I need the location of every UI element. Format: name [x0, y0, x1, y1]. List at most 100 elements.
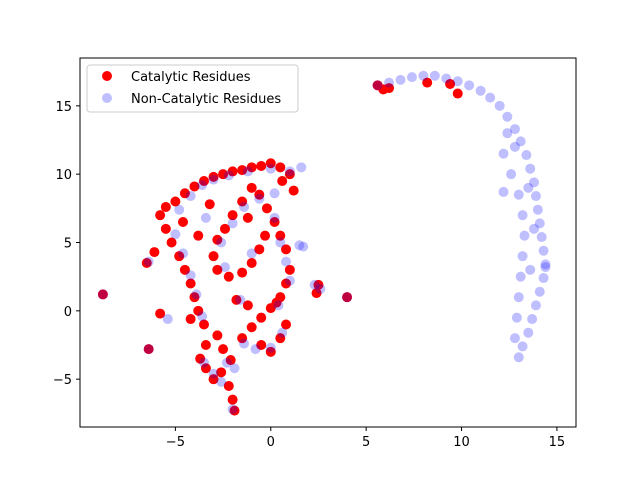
data-point: [218, 344, 229, 355]
data-point: [97, 289, 108, 300]
data-points: [97, 70, 551, 416]
data-point: [521, 150, 532, 161]
data-point: [429, 70, 440, 81]
data-point: [511, 312, 522, 323]
data-point: [536, 232, 547, 243]
data-point: [227, 404, 238, 415]
data-point: [311, 288, 322, 299]
data-point: [219, 262, 230, 273]
data-point: [185, 278, 196, 289]
data-point: [208, 174, 219, 185]
data-point: [275, 230, 286, 241]
data-point: [200, 212, 211, 223]
data-point: [212, 264, 223, 275]
data-point: [239, 201, 250, 212]
data-point: [395, 74, 406, 85]
data-point: [216, 367, 227, 378]
data-point: [277, 176, 288, 186]
data-point: [254, 244, 265, 255]
data-point: [540, 262, 551, 273]
data-point: [195, 353, 206, 364]
data-point: [284, 264, 295, 275]
data-point: [506, 169, 517, 180]
y-tick-label: 0: [64, 305, 72, 320]
data-point: [225, 355, 236, 366]
data-point: [309, 279, 320, 290]
data-point: [284, 275, 295, 286]
data-point: [384, 77, 395, 88]
y-tick-label: 10: [55, 168, 72, 183]
data-point: [275, 162, 286, 173]
data-point: [519, 230, 530, 241]
data-point: [265, 163, 276, 174]
legend-marker-catalytic: [102, 71, 112, 81]
data-point: [223, 170, 234, 181]
data-point: [199, 319, 209, 330]
x-tick-label: 0: [267, 435, 275, 450]
data-point: [223, 381, 234, 391]
data-point: [515, 136, 526, 147]
data-point: [193, 230, 204, 241]
data-point: [384, 83, 395, 94]
data-point: [212, 330, 223, 341]
data-point: [485, 92, 496, 103]
axis-ticks: −5 0 5 10 15 −5 0 5 10 15: [53, 100, 565, 450]
data-point: [494, 100, 505, 111]
data-point: [529, 223, 540, 234]
data-point: [509, 124, 520, 135]
data-point: [269, 217, 280, 227]
data-point: [162, 314, 173, 325]
data-point: [246, 182, 257, 193]
data-point: [281, 256, 292, 267]
y-tick-label: 5: [64, 237, 72, 252]
data-point: [250, 344, 261, 355]
data-point: [298, 241, 309, 252]
data-point: [464, 80, 475, 91]
data-point: [538, 245, 549, 256]
data-point: [229, 363, 240, 374]
data-point: [342, 292, 353, 303]
data-point: [185, 314, 196, 325]
data-point: [178, 248, 189, 259]
data-point: [155, 210, 166, 221]
data-point: [204, 199, 215, 210]
data-point: [155, 308, 166, 319]
data-point: [179, 188, 190, 199]
data-point: [509, 333, 520, 344]
data-point: [529, 177, 540, 188]
data-point: [200, 363, 211, 374]
data-point: [221, 357, 232, 368]
data-point: [372, 80, 383, 91]
data-point: [540, 259, 551, 270]
data-point: [149, 247, 160, 258]
data-point: [284, 169, 295, 180]
data-point: [189, 292, 200, 303]
data-point: [261, 203, 272, 214]
data-point: [534, 218, 545, 229]
data-point: [235, 294, 246, 305]
data-point: [254, 189, 265, 200]
legend: Catalytic Residues Non-Catalytic Residue…: [86, 64, 299, 113]
data-point: [256, 160, 267, 171]
data-point: [256, 312, 267, 323]
data-point: [197, 180, 208, 191]
data-point: [515, 271, 526, 282]
data-point: [246, 162, 257, 173]
data-point: [498, 148, 509, 159]
data-point: [170, 196, 181, 207]
data-point: [517, 341, 528, 352]
data-point: [271, 297, 282, 308]
data-point: [200, 340, 211, 350]
data-point: [523, 327, 534, 338]
data-point: [288, 185, 299, 196]
data-point: [197, 311, 208, 322]
legend-box: [86, 64, 299, 113]
data-point: [445, 78, 456, 89]
legend-label-catalytic: Catalytic Residues: [131, 70, 251, 85]
data-point: [237, 333, 248, 344]
data-point: [527, 314, 538, 325]
data-point: [281, 278, 292, 289]
data-point: [141, 258, 152, 268]
data-point: [185, 191, 196, 202]
